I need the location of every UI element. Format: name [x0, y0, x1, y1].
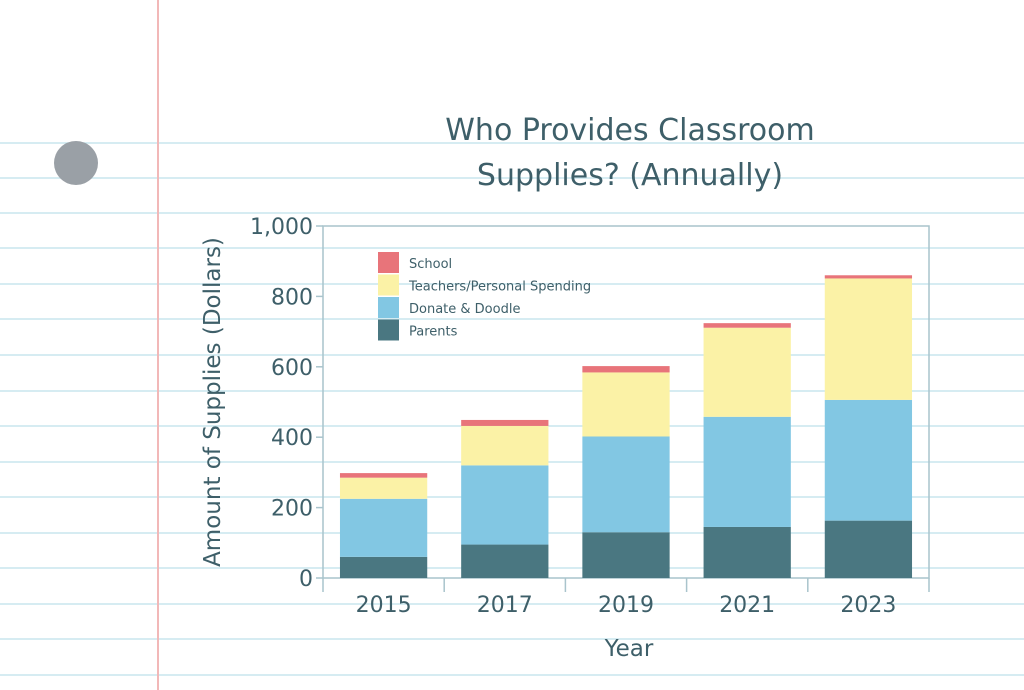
- y-tick-label-400: 400: [271, 426, 313, 451]
- bar-school-2015: [339, 473, 428, 478]
- bar-school-2021: [703, 323, 791, 328]
- bar-donate-2017: [461, 465, 549, 545]
- x-tick-label-2021: 2021: [719, 593, 775, 618]
- y-tick-label-800: 800: [271, 285, 313, 310]
- y-tick-label-0: 0: [299, 567, 313, 592]
- legend-swatch-parents: [378, 319, 399, 341]
- chart-title-line-2: Supplies? (Annually): [477, 158, 783, 193]
- bar-donate-2019: [582, 436, 670, 533]
- y-tick-label-600: 600: [271, 356, 313, 381]
- bar-donate-2021: [703, 416, 791, 527]
- legend-label-teachers: Teachers/Personal Spending: [408, 280, 591, 295]
- x-tick-label-2017: 2017: [477, 593, 533, 618]
- y-axis: 0 200 400 600 800 1,000: [250, 215, 323, 592]
- y-tick-label-1,000: 1,000: [250, 215, 313, 240]
- bar-school-2019: [582, 366, 670, 373]
- legend: School Teachers/Personal Spending Donate &…: [378, 252, 591, 341]
- y-axis-label: Amount of Supplies (Dollars): [200, 237, 226, 567]
- legend-swatch-donate: [378, 297, 399, 318]
- bar-parents-2021: [703, 526, 791, 578]
- bar-series-group: [339, 275, 913, 578]
- bar-teachers-2023: [824, 278, 913, 400]
- y-tick-label-200: 200: [271, 497, 313, 522]
- bar-teachers-2021: [703, 327, 791, 417]
- bar-donate-2023: [824, 399, 913, 521]
- legend-swatch-teachers: [378, 274, 399, 296]
- bar-donate-2015: [339, 498, 428, 557]
- binder-hole: [54, 141, 98, 185]
- bar-parents-2017: [461, 544, 549, 578]
- bar-teachers-2019: [582, 372, 670, 437]
- bar-school-2023: [824, 275, 913, 279]
- legend-label-parents: Parents: [409, 325, 458, 340]
- x-axis-label: Year: [604, 636, 654, 662]
- chart-title-line-1: Who Provides Classroom: [445, 113, 814, 148]
- legend-label-donate: Donate & Doodle: [409, 302, 520, 317]
- bar-parents-2015: [339, 556, 428, 578]
- bar-teachers-2017: [461, 425, 549, 466]
- bar-teachers-2015: [339, 477, 428, 499]
- bar-parents-2023: [824, 520, 913, 578]
- bar-school-2017: [461, 419, 549, 426]
- bar-parents-2019: [582, 532, 670, 578]
- legend-label-school: School: [409, 257, 452, 272]
- legend-swatch-school: [378, 252, 399, 273]
- x-tick-label-2023: 2023: [840, 593, 896, 618]
- x-tick-label-2019: 2019: [598, 593, 654, 618]
- x-tick-label-2015: 2015: [356, 593, 412, 618]
- x-axis: 2015 2017 2019 2021 2023: [322, 578, 930, 618]
